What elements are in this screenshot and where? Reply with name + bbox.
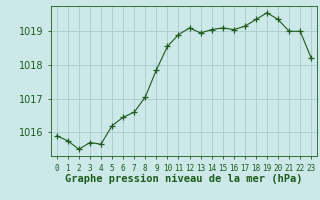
- X-axis label: Graphe pression niveau de la mer (hPa): Graphe pression niveau de la mer (hPa): [65, 174, 303, 184]
